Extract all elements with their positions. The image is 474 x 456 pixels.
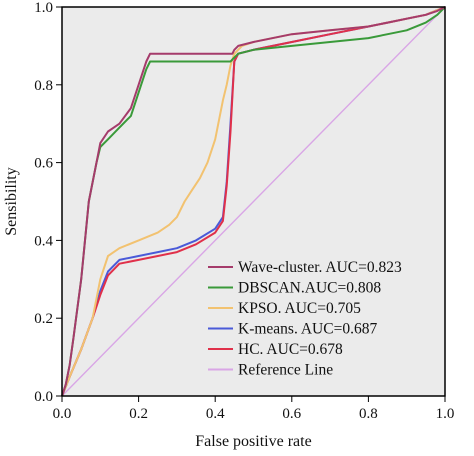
legend-label-kpso: KPSO. AUC=0.705 — [238, 300, 361, 317]
series-line-reference — [61, 6, 446, 397]
legend-label-k-means: K-means. AUC=0.687 — [238, 321, 377, 338]
y-tick-label: 0.8 — [34, 78, 53, 94]
y-tick-label: 0.0 — [34, 389, 53, 405]
x-tick-label: 1.0 — [436, 406, 455, 422]
series-line-wave-cluster — [61, 6, 446, 397]
y-tick-label: 1.0 — [34, 0, 53, 16]
x-tick-label: 0.0 — [53, 406, 72, 422]
legend-label-dbscan: DBSCAN.AUC=0.808 — [238, 280, 381, 297]
x-tick-label: 0.6 — [282, 406, 301, 422]
y-tick-label: 0.6 — [34, 156, 53, 172]
legend-label-hc: HC. AUC=0.678 — [238, 341, 343, 358]
legend: Wave-cluster. AUC=0.823 DBSCAN.AUC=0.808 K… — [208, 259, 402, 379]
y-tick-label: 0.4 — [34, 233, 53, 249]
legend-label-wave-cluster: Wave-cluster. AUC=0.823 — [238, 259, 402, 276]
x-tick-label: 0.4 — [206, 406, 225, 422]
x-axis-title: False positive rate — [195, 433, 311, 450]
x-tick-label: 0.8 — [359, 406, 378, 422]
plot-frame — [61, 6, 446, 397]
y-tick-label: 0.2 — [34, 311, 53, 327]
x-tick-label: 0.2 — [129, 406, 148, 422]
legend-label-reference: Reference Line — [238, 362, 333, 379]
y-axis-title: Sensibility — [3, 167, 20, 235]
